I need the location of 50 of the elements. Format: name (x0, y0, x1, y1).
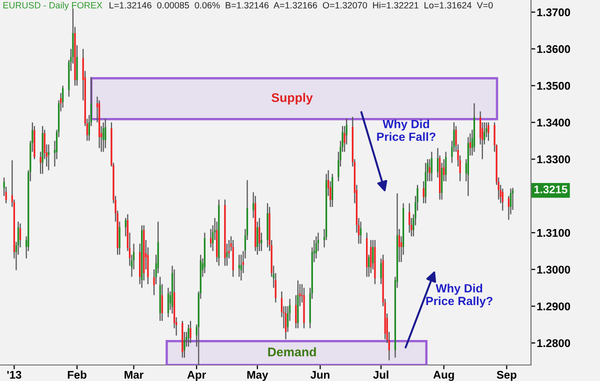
candlestick (370, 239, 372, 274)
candlestick (240, 254, 242, 282)
candlestick (303, 287, 305, 329)
candlestick (238, 254, 240, 278)
chart-title: EURUSD - Daily FOREX (3, 2, 102, 10)
y-tick-label: 1.3300 (537, 155, 570, 164)
x-tick-label: Sep (496, 370, 516, 381)
candlestick (315, 236, 317, 259)
candlestick (445, 151, 447, 182)
candlestick (512, 187, 514, 210)
candlestick (488, 122, 490, 142)
candlestick (188, 324, 190, 348)
y-tick-label: 1.3500 (537, 82, 570, 90)
y-tick-label: 1.3700 (537, 8, 570, 16)
candlestick (258, 217, 260, 252)
y-tick-label: 1.3100 (537, 228, 570, 237)
x-tick-label: May (247, 370, 268, 381)
chart-subtitle: L=1.32146 0.00085 0.06% B=1.32146 A=1.32166 O=1.32070 Hi=1.32221 Lo=1.31624 V=0 (110, 2, 493, 8)
y-tick-label: 1.3400 (537, 118, 570, 127)
candlestick (104, 118, 106, 149)
candlestick (284, 306, 287, 340)
x-tick-label: Aug (433, 370, 454, 381)
annotation: 1.3215 (534, 186, 568, 194)
candlestick (167, 287, 170, 318)
candlestick (430, 151, 432, 182)
y-tick-label: 1.3600 (537, 45, 570, 54)
candlestick (408, 202, 410, 234)
x-tick-label: '13 (7, 370, 22, 379)
candlestick (102, 122, 104, 152)
y-tick-label: 1.3000 (537, 266, 570, 274)
y-tick-label: 1.2900 (537, 302, 570, 310)
candlestick (190, 320, 192, 344)
candlestick (224, 199, 226, 266)
candlestick (502, 188, 504, 212)
band-label: Demand (268, 347, 316, 356)
band-label: Supply (272, 92, 313, 105)
candlestick (232, 239, 234, 278)
candlestick (48, 144, 50, 171)
candlestick (210, 228, 212, 248)
candlestick (332, 173, 334, 208)
x-tick-label: Mar (124, 370, 144, 379)
annotation: Why Did Price Rally? (426, 284, 492, 308)
y-tick-label: 1.2800 (537, 339, 570, 348)
candlestick (266, 202, 268, 248)
candlestick (62, 85, 64, 108)
x-tick-label: Jul (373, 370, 388, 379)
annotation: Why Did Price Fall? (377, 120, 436, 141)
x-tick-label: Apr (187, 370, 206, 381)
x-tick-label: Feb (68, 370, 86, 379)
x-tick-label: Jun (310, 370, 330, 379)
